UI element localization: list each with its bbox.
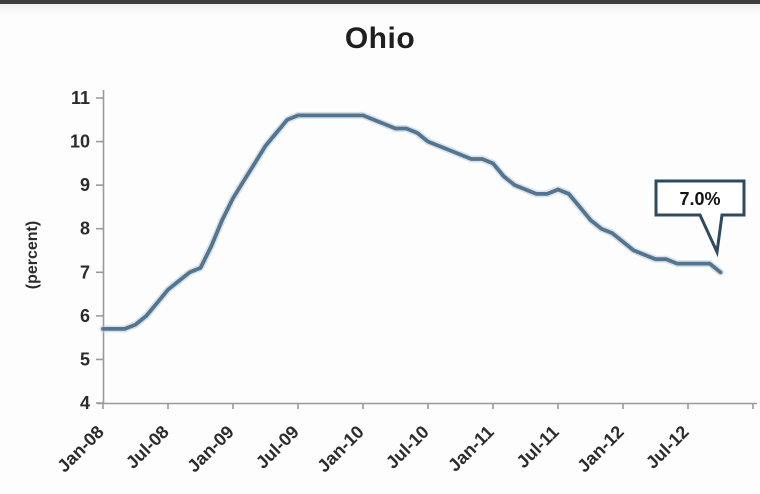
x-tick-label: Jan-09 (183, 422, 237, 476)
top-border (0, 0, 760, 4)
x-tick-label: Jan-10 (313, 422, 367, 476)
chart-title: Ohio (344, 22, 416, 55)
y-tick-label: 8 (80, 219, 90, 239)
y-tick-label: 4 (80, 393, 90, 413)
x-tick-label: Jan-12 (573, 422, 627, 476)
data-line (101, 113, 723, 331)
y-axis-title: (percent) (24, 221, 41, 289)
x-tick-label: Jan-08 (53, 422, 107, 476)
x-tick-label: Jul-08 (122, 422, 173, 473)
axes-layer: 4 5 6 7 8 9 10 11 Jan-08 Jul-08 Jan-09 Jul-09 Jan-10… (53, 88, 757, 476)
x-tick-label: Jul-12 (642, 422, 693, 473)
callout-bubble (654, 179, 746, 258)
y-tick-label: 9 (80, 175, 90, 195)
y-tick-label: 11 (71, 88, 90, 108)
x-tick-label: Jan-11 (444, 422, 498, 476)
y-tick-label: 7 (80, 262, 90, 282)
x-tick-label: Jul-11 (513, 422, 563, 472)
x-tick-label: Jul-09 (252, 422, 303, 473)
y-tick-label: 6 (80, 306, 90, 326)
callout-value: 7.0% (679, 189, 720, 209)
top-border-fade (0, 4, 760, 14)
x-tick-label: Jul-10 (382, 422, 433, 473)
y-tick-label: 10 (70, 132, 90, 152)
y-tick-label: 5 (80, 349, 90, 369)
callout: 7.0% (654, 179, 746, 258)
data-line-halo (99, 111, 724, 333)
series-layer (99, 111, 724, 333)
